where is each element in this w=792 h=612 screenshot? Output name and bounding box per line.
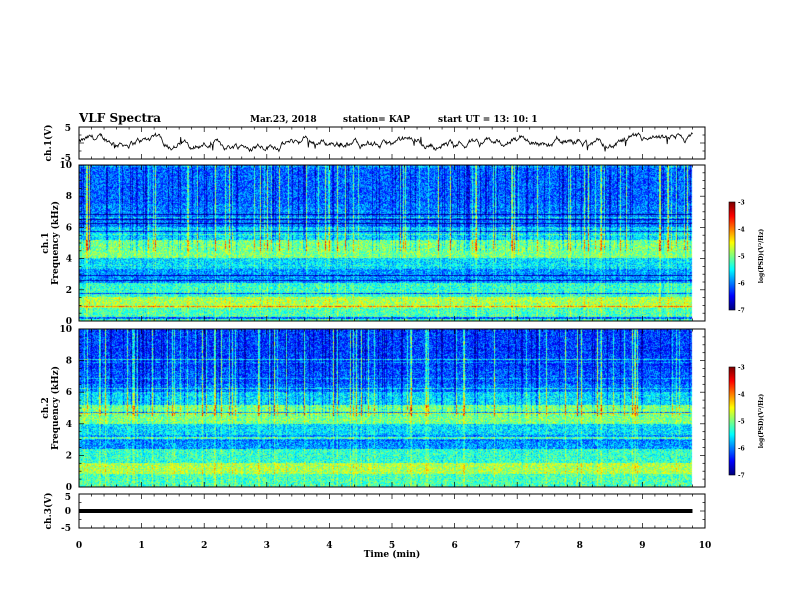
x-tick-labels: 0 1 2 3 4 5 6 7 8 9 10 bbox=[76, 541, 711, 551]
y-tick-label: 4 bbox=[66, 420, 72, 430]
ch3-ytick-mid: 0 bbox=[65, 507, 71, 517]
ch1-ylabel: ch.1(V) bbox=[43, 125, 54, 162]
y-tick-label: 0 bbox=[66, 317, 72, 327]
x-tick-label: 2 bbox=[201, 541, 207, 551]
x-tick-label: 8 bbox=[577, 541, 583, 551]
ch1-spectrogram-ticks bbox=[78, 164, 706, 322]
y-tick-label: 0 bbox=[66, 483, 72, 493]
x-tick-label: 7 bbox=[514, 541, 520, 551]
ch1-frequency-label: Frequency (kHz) bbox=[50, 201, 61, 285]
x-tick-label: 5 bbox=[389, 541, 395, 551]
x-tick-label: 10 bbox=[699, 541, 712, 551]
ch1-ytick-top: 5 bbox=[65, 124, 71, 134]
y-tick-label: 6 bbox=[66, 223, 72, 233]
colorbar-tick-label: -4 bbox=[738, 227, 745, 234]
ch3-waveform-ticks bbox=[78, 493, 706, 529]
colorbar-tick-label: -6 bbox=[738, 281, 745, 288]
ch3-waveform-panel: 5 0 -5 ch.3(V) bbox=[43, 493, 706, 534]
y-tick-label: 10 bbox=[59, 161, 72, 171]
colorbar-tick-label: -7 bbox=[738, 308, 745, 315]
station-label: station= KAP bbox=[343, 115, 410, 125]
ch3-ylabel: ch.3(V) bbox=[43, 493, 54, 530]
x-tick-label: 4 bbox=[326, 541, 332, 551]
colorbar-tick-label: -3 bbox=[738, 200, 745, 207]
colorbar-tick-label: -5 bbox=[738, 419, 745, 426]
ch2-colorbar-tick-labels: -3 -4 -5 -6 -7 bbox=[738, 365, 745, 480]
x-tick-label: 6 bbox=[451, 541, 457, 551]
ch2-spectrogram-ytick-labels: 0 2 4 6 8 10 bbox=[59, 325, 72, 493]
y-tick-label: 8 bbox=[66, 357, 72, 367]
ch2-colorbar-frame bbox=[728, 366, 736, 476]
ch1-waveform-line bbox=[78, 131, 693, 153]
ch2-spectrogram-image bbox=[79, 329, 705, 487]
ch1-colorbar-frame bbox=[728, 201, 736, 311]
ch1-colorbar-label: log(PSD)(V²/Hz) bbox=[758, 229, 765, 284]
y-tick-label: 8 bbox=[66, 192, 72, 202]
figure-title: VLF Spectra bbox=[78, 111, 161, 125]
y-tick-label: 10 bbox=[59, 325, 72, 335]
x-axis-label: Time (min) bbox=[364, 549, 421, 560]
ch1-waveform-ticks bbox=[78, 126, 706, 160]
ch2-channel-label: ch.2 bbox=[41, 397, 51, 418]
start-time-label: start UT = 13: 10: 1 bbox=[438, 115, 538, 125]
y-tick-label: 4 bbox=[66, 255, 72, 265]
colorbar-tick-label: -7 bbox=[738, 473, 745, 480]
y-tick-label: 2 bbox=[66, 451, 72, 461]
colorbar-tick-label: -6 bbox=[738, 446, 745, 453]
colorbar-tick-label: -4 bbox=[738, 392, 745, 399]
ch3-ytick-bottom: -5 bbox=[61, 524, 71, 534]
ch1-colorbar bbox=[729, 202, 735, 310]
x-tick-label: 0 bbox=[76, 541, 82, 551]
ch2-spectrogram-ticks bbox=[78, 328, 706, 488]
y-tick-label: 2 bbox=[66, 286, 72, 296]
ch3-ytick-top: 5 bbox=[65, 493, 71, 503]
x-tick-label: 3 bbox=[264, 541, 270, 551]
y-tick-label: 6 bbox=[66, 388, 72, 398]
ch1-spectrogram-image bbox=[79, 165, 705, 321]
date-label: Mar.23, 2018 bbox=[250, 115, 317, 125]
ch1-spectrogram-ytick-labels: 0 2 4 6 8 10 bbox=[59, 161, 72, 327]
ch2-colorbar bbox=[729, 367, 735, 475]
ch2-frequency-label: Frequency (kHz) bbox=[50, 366, 61, 450]
ch1-channel-label: ch.1 bbox=[41, 232, 51, 253]
colorbar-tick-label: -5 bbox=[738, 254, 745, 261]
colorbar-tick-label: -3 bbox=[738, 365, 745, 372]
x-tick-label: 9 bbox=[639, 541, 645, 551]
ch1-waveform-panel: 5 -5 ch.1(V) bbox=[43, 124, 706, 164]
ch1-ytick-bottom: -5 bbox=[61, 154, 71, 164]
ch1-colorbar-tick-labels: -3 -4 -5 -6 -7 bbox=[738, 200, 745, 315]
ch2-colorbar-label: log(PSD)(V²/Hz) bbox=[758, 394, 765, 449]
x-tick-label: 1 bbox=[138, 541, 144, 551]
